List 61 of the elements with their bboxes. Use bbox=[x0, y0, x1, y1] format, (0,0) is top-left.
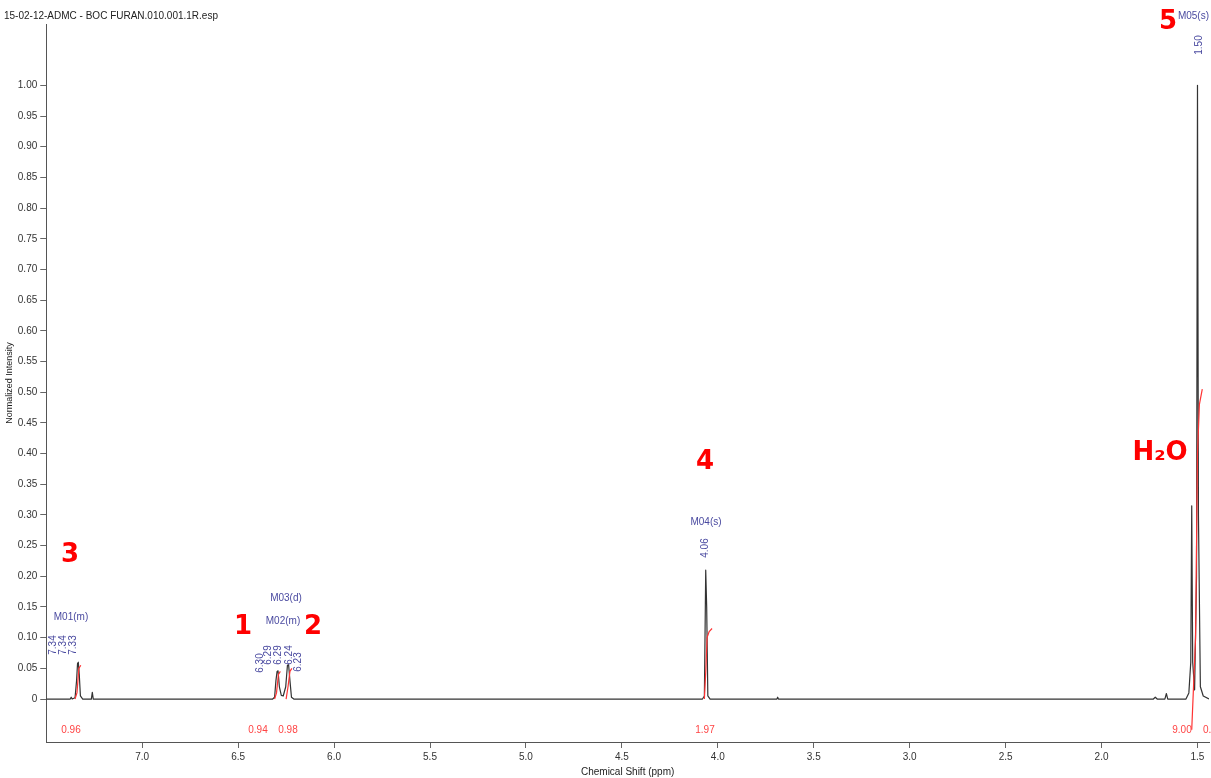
annotation: M03(d) bbox=[270, 591, 302, 603]
x-tick-label: 3.5 bbox=[806, 750, 822, 762]
text: M05(s) bbox=[1177, 9, 1209, 21]
x-tick-label: 2.5 bbox=[998, 750, 1013, 762]
y-tick-label: 0.20 bbox=[17, 570, 38, 582]
annotation: 7.34 bbox=[46, 634, 58, 655]
y-tick-label: 0.85 bbox=[17, 171, 38, 183]
x-tick-label: 5.5 bbox=[423, 750, 438, 762]
x-tick-label: 4.0 bbox=[710, 750, 726, 762]
y-tick-label: 0 bbox=[31, 692, 38, 704]
annotation: 0.96 bbox=[61, 723, 82, 735]
y-tick-label: 0.40 bbox=[17, 447, 38, 459]
x-tick-label: 5.0 bbox=[518, 750, 534, 762]
y-tick-label: 0.60 bbox=[17, 324, 38, 336]
x-tick-label: 6.0 bbox=[327, 750, 342, 762]
annotation: 6.23 bbox=[291, 651, 303, 672]
y-tick-label: 0.75 bbox=[17, 232, 38, 244]
y-tick-label: 0.05 bbox=[17, 662, 38, 674]
annotation: M02(m) bbox=[265, 614, 301, 626]
x-tick-label: 7.0 bbox=[135, 750, 150, 762]
annotation: 1.97 bbox=[695, 723, 716, 735]
y-tick-label: 1.00 bbox=[17, 79, 38, 91]
y-tick-label: 0.90 bbox=[17, 140, 38, 152]
annotation: 3 bbox=[60, 537, 80, 568]
annotation: 4 bbox=[695, 444, 715, 475]
x-axis-title: Chemical Shift (ppm) bbox=[580, 765, 675, 777]
y-tick-label: 0.55 bbox=[17, 355, 38, 367]
y-tick-label: 0.30 bbox=[17, 508, 38, 520]
x-tick-label: 4.5 bbox=[614, 750, 630, 762]
annotation: 6.29 bbox=[271, 644, 283, 665]
x-tick-label: 2.0 bbox=[1094, 750, 1109, 762]
annotation: 6.24 bbox=[282, 644, 294, 665]
y-tick-label: 0.50 bbox=[17, 385, 38, 397]
annotation: 7.33 bbox=[66, 634, 78, 655]
y-tick-label: 0.80 bbox=[17, 201, 38, 213]
annotation: 2 bbox=[303, 609, 323, 640]
annotation: 1 bbox=[233, 609, 253, 640]
y-tick-label: 0.25 bbox=[17, 539, 38, 551]
chart-title: 15-02-12-ADMC - BOC FURAN.010.001.1R.esp bbox=[4, 9, 219, 21]
annotation: H₂O bbox=[1132, 435, 1188, 466]
annotation: 7.34 bbox=[56, 634, 68, 655]
annotation: M01(m) bbox=[53, 610, 89, 622]
annotation: 0. bbox=[1203, 723, 1211, 735]
y-tick-label: 0.15 bbox=[17, 600, 38, 612]
annotation: M04(s) bbox=[690, 515, 722, 527]
y-tick-label: 0.65 bbox=[17, 293, 38, 305]
x-tick-label: 3.0 bbox=[902, 750, 918, 762]
annotation: 0.98 bbox=[278, 723, 299, 735]
annotation: 4.06 bbox=[698, 537, 710, 558]
y-tick-label: 0.95 bbox=[17, 109, 38, 121]
y-tick-label: 0.35 bbox=[17, 478, 38, 490]
y-tick-label: 0.10 bbox=[17, 631, 38, 643]
annotation: 5 bbox=[1158, 4, 1178, 35]
annotation: 1.50 bbox=[1192, 34, 1204, 55]
y-tick-label: 0.45 bbox=[17, 416, 38, 428]
y-axis-title: Normalized Intensity bbox=[3, 341, 14, 424]
annotation: 9.00 bbox=[1172, 723, 1193, 735]
y-tick-label: 0.70 bbox=[17, 263, 38, 275]
x-tick-label: 6.5 bbox=[231, 750, 246, 762]
annotation: 0.94 bbox=[248, 723, 269, 735]
x-tick-label: 1.5 bbox=[1190, 750, 1205, 762]
